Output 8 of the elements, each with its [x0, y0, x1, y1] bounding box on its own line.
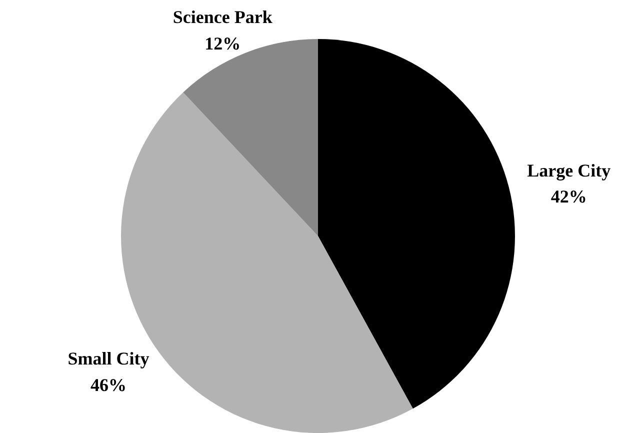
- slice-label: Small City: [68, 348, 150, 369]
- slice-label: Large City: [527, 160, 611, 180]
- slice-label: Science Park: [172, 7, 272, 28]
- pie-slice: [183, 39, 318, 236]
- data-label: 42%: [550, 186, 587, 207]
- data-label: 46%: [90, 374, 126, 395]
- pie-slice: [318, 39, 515, 409]
- data-label: 12%: [204, 33, 241, 54]
